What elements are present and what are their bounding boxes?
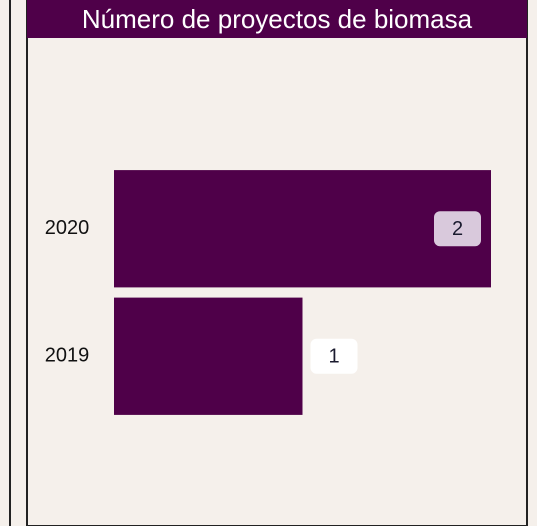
y-tick-label: 2020 (45, 217, 90, 239)
y-tick-label: 2019 (45, 345, 90, 367)
bar (114, 297, 303, 415)
chart-title: Número de proyectos de biomasa (82, 4, 473, 34)
neighbor-panel (0, 0, 10, 526)
value-label-box (310, 338, 358, 374)
bar (114, 170, 491, 288)
value-label: 1 (328, 346, 339, 368)
value-label-box (434, 211, 481, 247)
title-bar (27, 0, 527, 38)
value-label: 2 (452, 218, 463, 240)
